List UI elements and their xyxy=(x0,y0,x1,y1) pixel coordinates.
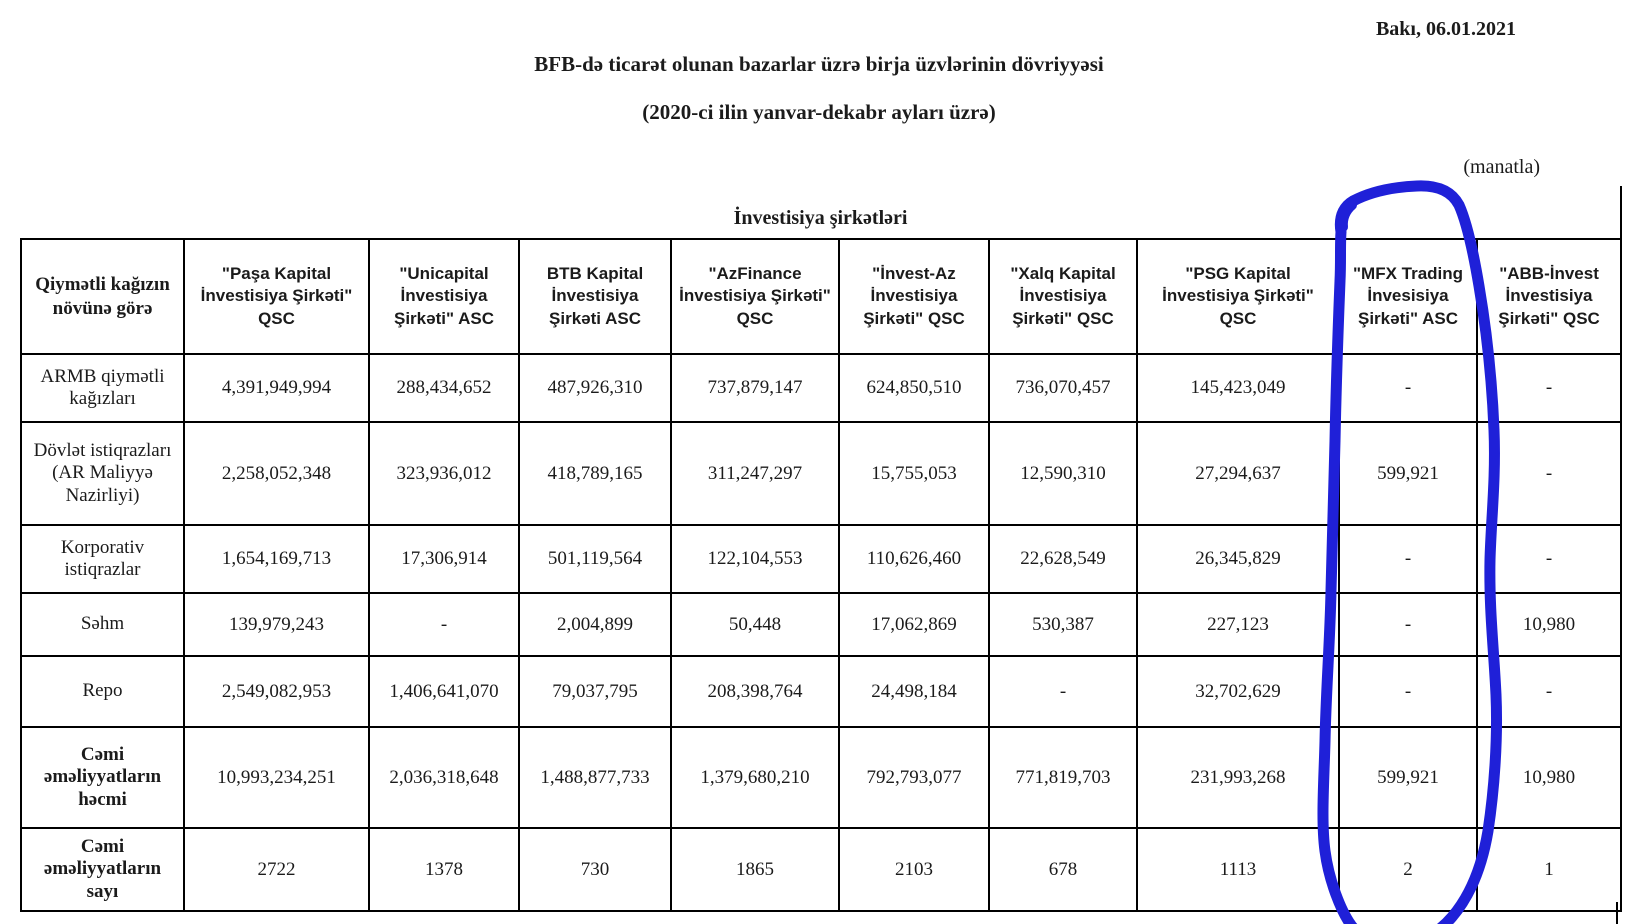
value-cell: 1378 xyxy=(368,827,520,912)
table-row: Cəmi əməliyyatların sayı 2722 1378 730 1865 2… xyxy=(20,827,1623,912)
value-cell: 736,070,457 xyxy=(988,353,1138,423)
table-row: Cəmi əməliyyatların həcmi 10,993,234,251 2… xyxy=(20,726,1623,829)
row-label: Cəmi əməliyyatların sayı xyxy=(20,827,185,912)
column-header: "İnvest-Az İnvestisiya Şirkəti" QSC xyxy=(838,238,990,355)
value-cell: 10,993,234,251 xyxy=(183,726,370,829)
table-row: Səhm 139,979,243-2,004,899 50,448 17,062,86… xyxy=(20,592,1623,657)
value-cell: 771,819,703 xyxy=(988,726,1138,829)
row-label: Dövlət istiqrazları (AR Maliyyə Nazirliy… xyxy=(20,421,185,526)
value-cell: 208,398,764 xyxy=(670,655,840,728)
value-cell: 15,755,053 xyxy=(838,421,990,526)
corner-header: Qiymətli kağızın növünə görə xyxy=(20,238,185,355)
value-cell: 311,247,297 xyxy=(670,421,840,526)
column-header: "Unicapital İnvestisiya Şirkəti" ASC xyxy=(368,238,520,355)
value-cell: - xyxy=(1338,353,1478,423)
value-cell: 32,702,629 xyxy=(1136,655,1340,728)
value-cell: 418,789,165 xyxy=(518,421,672,526)
value-cell: - xyxy=(1475,421,1623,526)
value-cell: 17,306,914 xyxy=(368,524,520,594)
value-cell: 17,062,869 xyxy=(838,592,990,657)
value-cell: 10,980 xyxy=(1475,726,1623,829)
column-header: "AzFinance İnvestisiya Şirkəti" QSC xyxy=(670,238,840,355)
value-cell: 145,423,049 xyxy=(1136,353,1340,423)
value-cell: 4,391,949,994 xyxy=(183,353,370,423)
doc-title: BFB-də ticarət olunan bazarlar üzrə birj… xyxy=(534,52,1104,76)
column-header: BTB Kapital İnvestisiya Şirkəti ASC xyxy=(518,238,672,355)
row-label: Səhm xyxy=(20,592,185,657)
value-cell: 139,979,243 xyxy=(183,592,370,657)
value-cell: 122,104,553 xyxy=(670,524,840,594)
row-label: Cəmi əməliyyatların həcmi xyxy=(20,726,185,829)
value-cell: - xyxy=(1338,592,1478,657)
value-cell: 737,879,147 xyxy=(670,353,840,423)
date-line: Bakı, 06.01.2021 xyxy=(1375,18,1516,40)
table-row: ARMB qiymətli kağızları 4,391,949,994 288,… xyxy=(20,353,1623,423)
row-label: Korporativ istiqrazlar xyxy=(20,524,185,594)
value-cell: - xyxy=(1338,655,1478,728)
table-row: Dövlət istiqrazları (AR Maliyyə Nazirliy… xyxy=(20,421,1623,526)
value-cell: 2 xyxy=(1338,827,1478,912)
value-cell: 1113 xyxy=(1136,827,1340,912)
value-cell: 2,258,052,348 xyxy=(183,421,370,526)
column-header: "Xalq Kapital İnvestisiya Şirkəti" QSC xyxy=(988,238,1138,355)
row-label: ARMB qiymətli kağızları xyxy=(20,353,185,423)
value-cell: - xyxy=(1475,353,1623,423)
group-header: İnvestisiya şirkətləri xyxy=(21,186,1623,239)
value-cell: 12,590,310 xyxy=(988,421,1138,526)
column-header: "PSG Kapital İnvestisiya Şirkəti" QSC xyxy=(1136,238,1340,355)
value-cell: 1,379,680,210 xyxy=(670,726,840,829)
value-cell: 1,406,641,070 xyxy=(368,655,520,728)
value-cell: 2,004,899 xyxy=(518,592,672,657)
value-cell: 1,488,877,733 xyxy=(518,726,672,829)
group-header-row: İnvestisiya şirkətləri xyxy=(21,186,1623,239)
value-cell: 1,654,169,713 xyxy=(183,524,370,594)
table-right-border-stub xyxy=(1616,902,1618,924)
doc-subtitle: (2020-ci ilin yanvar-dekabr ayları üzrə) xyxy=(642,100,996,124)
value-cell: 599,921 xyxy=(1338,421,1478,526)
value-cell: - xyxy=(1338,524,1478,594)
value-cell: 79,037,795 xyxy=(518,655,672,728)
value-cell: 50,448 xyxy=(670,592,840,657)
table-row: Repo 2,549,082,953 1,406,641,070 79,037,795… xyxy=(20,655,1623,728)
value-cell: 792,793,077 xyxy=(838,726,990,829)
value-cell: 2,549,082,953 xyxy=(183,655,370,728)
table-body: ARMB qiymətli kağızları 4,391,949,994 288,… xyxy=(20,353,1623,912)
value-cell: 288,434,652 xyxy=(368,353,520,423)
value-cell: 110,626,460 xyxy=(838,524,990,594)
value-cell: 10,980 xyxy=(1475,592,1623,657)
value-cell: 2722 xyxy=(183,827,370,912)
value-cell: 730 xyxy=(518,827,672,912)
unit-note: (manatla) xyxy=(1463,156,1540,178)
column-header: "ABB-İnvest İnvestisiya Şirkəti" QSC xyxy=(1475,238,1623,355)
value-cell: 22,628,549 xyxy=(988,524,1138,594)
column-header: "Paşa Kapital İnvestisiya Şirkəti" QSC xyxy=(183,238,370,355)
value-cell: 27,294,637 xyxy=(1136,421,1340,526)
value-cell: - xyxy=(368,592,520,657)
value-cell: 1 xyxy=(1475,827,1623,912)
value-cell: 323,936,012 xyxy=(368,421,520,526)
value-cell: 2,036,318,648 xyxy=(368,726,520,829)
turnover-table: İnvestisiya şirkətləri Qiymətli kağızın … xyxy=(20,186,1623,912)
value-cell: 24,498,184 xyxy=(838,655,990,728)
value-cell: 530,387 xyxy=(988,592,1138,657)
value-cell: 599,921 xyxy=(1338,726,1478,829)
value-cell: 501,119,564 xyxy=(518,524,672,594)
value-cell: 624,850,510 xyxy=(838,353,990,423)
value-cell: 227,123 xyxy=(1136,592,1340,657)
table-row: Korporativ istiqrazlar 1,654,169,713 17,30… xyxy=(20,524,1623,594)
value-cell: 2103 xyxy=(838,827,990,912)
header-row: Qiymətli kağızın növünə görə "Paşa Kapit… xyxy=(20,238,1623,355)
value-cell: 231,993,268 xyxy=(1136,726,1340,829)
value-cell: - xyxy=(988,655,1138,728)
column-header: "MFX Trading İnvesisiya Şirkəti" ASC xyxy=(1338,238,1478,355)
value-cell: - xyxy=(1475,655,1623,728)
value-cell: 26,345,829 xyxy=(1136,524,1340,594)
row-label: Repo xyxy=(20,655,185,728)
value-cell: - xyxy=(1475,524,1623,594)
value-cell: 487,926,310 xyxy=(518,353,672,423)
value-cell: 678 xyxy=(988,827,1138,912)
value-cell: 1865 xyxy=(670,827,840,912)
